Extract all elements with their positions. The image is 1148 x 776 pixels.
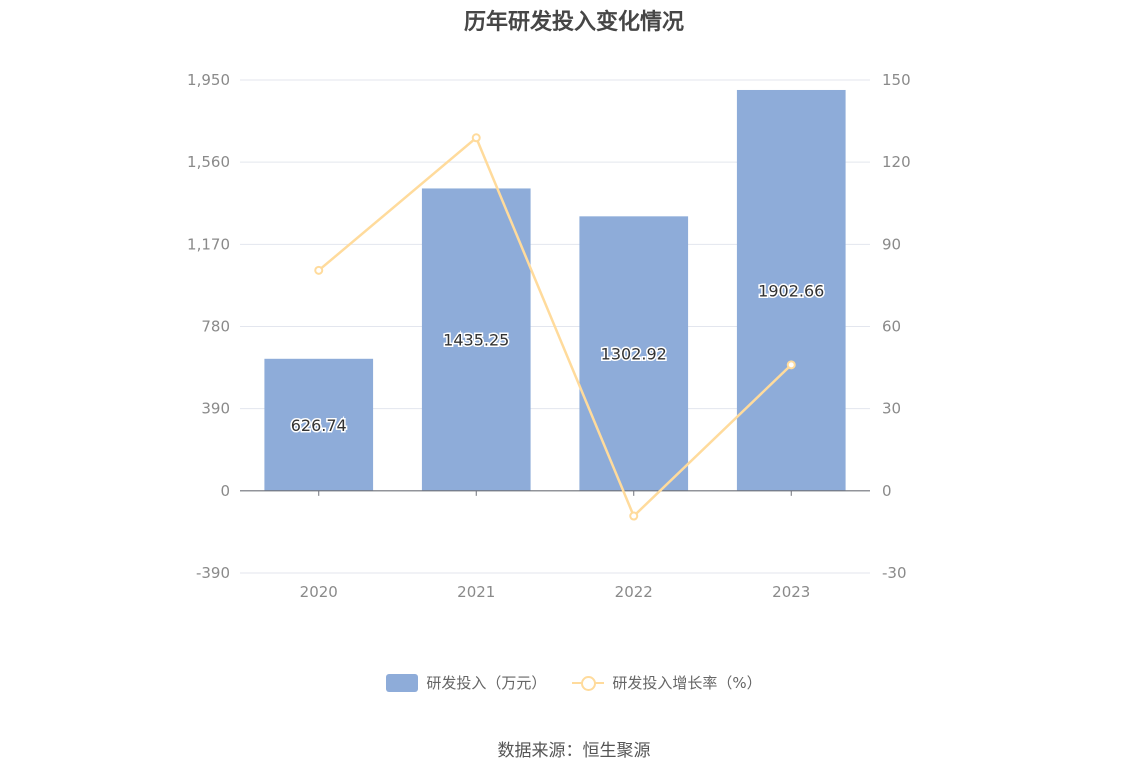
growth-line [317,135,793,519]
bar [264,358,374,491]
chart-title: 历年研发投入变化情况 [463,10,684,35]
legend-label-bar: 研发投入（万元） [426,674,547,692]
left-tick-label: 1,950 [187,71,230,89]
growth-point [786,360,796,370]
bar-value-label: 1435.25 [443,331,509,350]
bar [579,216,689,491]
legend: 研发投入（万元） 研发投入增长率（%） [0,672,1148,693]
growth-point [471,133,481,143]
bar-value-label: 1302.92 [601,345,667,364]
growth-point [629,511,639,521]
right-tick-label: 60 [882,318,901,336]
bar-value-label: 1902.66 [758,281,824,300]
bar [421,188,531,491]
legend-label-line: 研发投入增长率（%） [612,674,762,692]
bar-value-label: 626.74 [291,416,347,435]
right-tick-label: 90 [882,235,901,253]
category-label: 2023 [772,583,810,601]
category-label: 2020 [300,583,338,601]
left-tick-label: 1,560 [187,153,230,171]
left-tick-label: 780 [201,318,230,336]
left-tick-label: 0 [220,482,230,500]
legend-item-line[interactable]: 研发投入增长率（%） [572,672,762,693]
legend-bar-swatch [386,673,419,692]
legend-line-swatch [572,674,605,692]
data-source: 数据来源：恒生聚源 [497,741,651,761]
legend-item-bar[interactable]: 研发投入（万元） [386,672,546,693]
right-tick-label: 30 [882,400,901,418]
category-label: 2021 [457,583,495,601]
left-tick-label: 1,170 [187,235,230,253]
chart: -390 0 390 780 1,170 1,560 1,950 -30 0 30 60 90 120 1… [187,71,911,601]
right-tick-label: 0 [882,482,892,500]
left-tick-label: 390 [201,400,230,418]
left-tick-label: -390 [196,564,230,582]
right-tick-label: 150 [882,71,911,89]
right-tick-label: 120 [882,153,911,171]
growth-point [314,265,324,275]
bar [736,89,846,491]
category-label: 2022 [615,583,653,601]
right-tick-label: -30 [882,564,907,582]
